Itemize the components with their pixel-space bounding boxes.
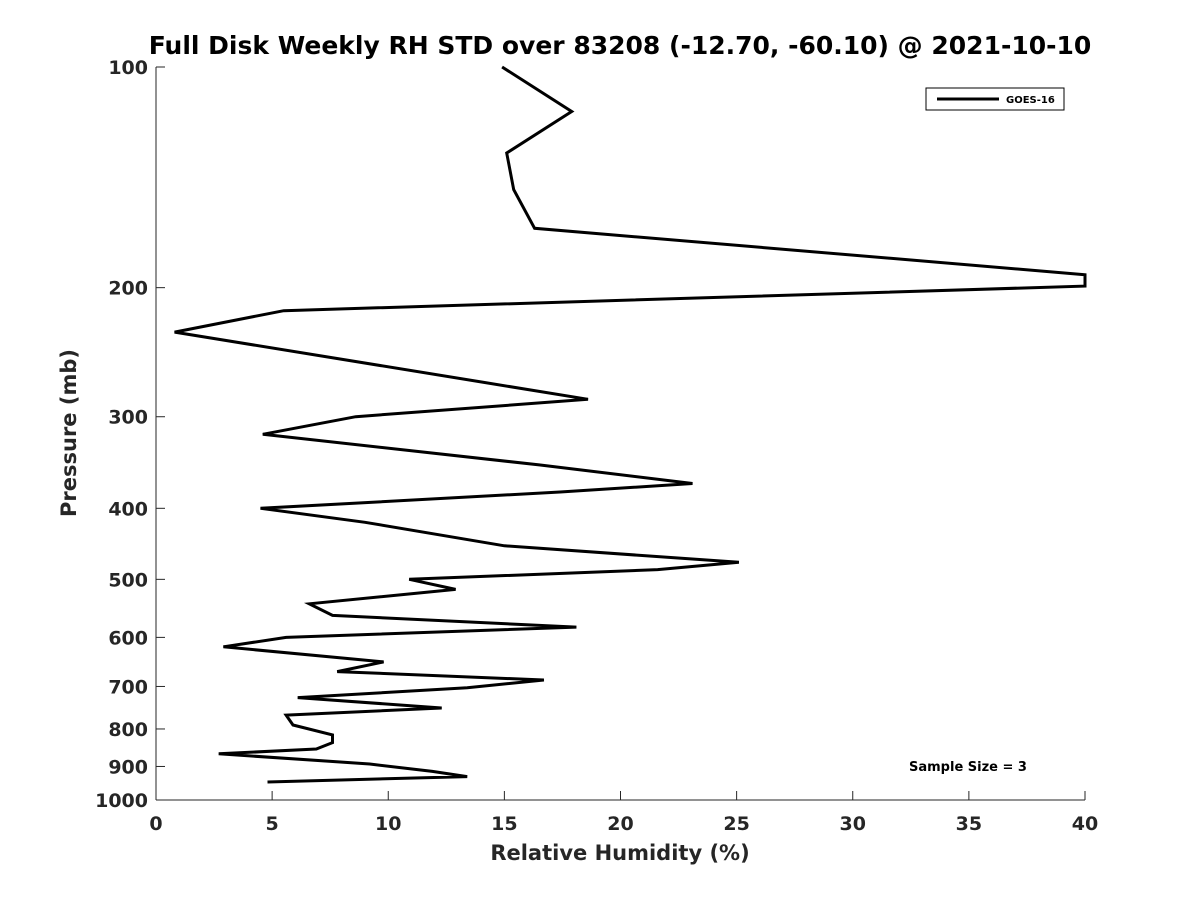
y-tick-label-700: 700 <box>108 676 148 698</box>
y-tick-label-900: 900 <box>108 756 148 778</box>
x-axis: 0 5 10 15 20 25 30 35 40 <box>149 791 1098 835</box>
y-tick-label-200: 200 <box>108 278 148 300</box>
sample-size-annotation: Sample Size = 3 <box>909 760 1027 775</box>
y-tick-label-500: 500 <box>108 569 148 591</box>
x-tick-label-5: 5 <box>266 813 279 835</box>
x-tick-label-40: 40 <box>1072 813 1098 835</box>
legend: GOES-16 <box>925 87 1065 111</box>
y-axis-label: Pressure (mb) <box>57 349 81 517</box>
chart-title: Full Disk Weekly RH STD over 83208 (-12.… <box>149 31 1092 60</box>
x-tick-label-10: 10 <box>375 813 401 835</box>
y-tick-label-300: 300 <box>108 407 148 429</box>
y-tick-label-400: 400 <box>108 498 148 520</box>
x-tick-label-15: 15 <box>491 813 517 835</box>
y-tick-label-1000: 1000 <box>95 790 148 812</box>
plot-area <box>156 67 1085 800</box>
y-axis: 100 200 300 400 500 600 700 800 900 1000 <box>95 57 165 812</box>
x-tick-label-20: 20 <box>607 813 633 835</box>
x-tick-label-35: 35 <box>956 813 982 835</box>
x-axis-label: Relative Humidity (%) <box>490 841 749 865</box>
x-tick-label-0: 0 <box>149 813 162 835</box>
y-tick-label-100: 100 <box>108 57 148 79</box>
legend-label-goes-16: GOES-16 <box>1006 95 1055 106</box>
series-line-goes-16 <box>174 65 1087 784</box>
y-tick-label-800: 800 <box>108 719 148 741</box>
x-tick-label-25: 25 <box>723 813 749 835</box>
y-tick-label-600: 600 <box>108 627 148 649</box>
x-tick-label-30: 30 <box>840 813 866 835</box>
series-layer <box>174 65 1087 784</box>
